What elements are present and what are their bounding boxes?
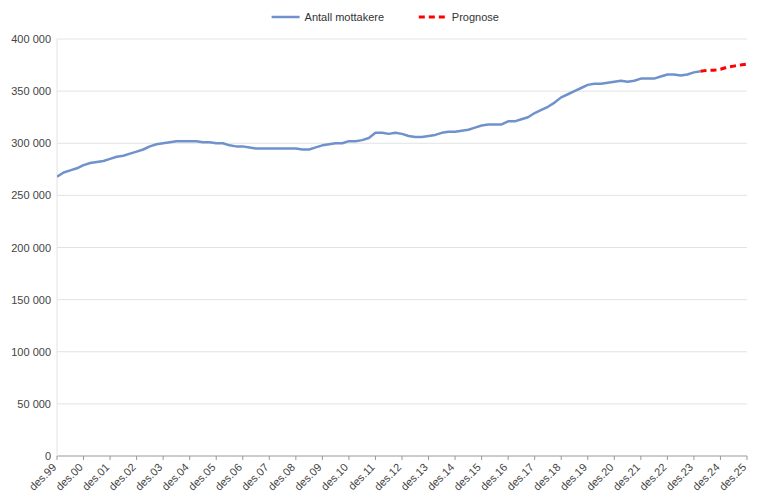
x-tick <box>667 456 668 460</box>
y-tick-label: 50 000 <box>17 398 51 410</box>
x-tick <box>561 456 562 460</box>
x-tick-label: des.21 <box>610 461 642 493</box>
x-tick-label: des.23 <box>663 461 695 493</box>
y-tick-label: 100 000 <box>11 346 51 358</box>
grid-line <box>57 39 747 40</box>
x-tick <box>269 456 270 460</box>
x-tick <box>110 456 111 460</box>
x-tick <box>508 456 509 460</box>
x-tick <box>428 456 429 460</box>
x-tick-label: des.99 <box>27 461 59 493</box>
legend: Antall mottakere Prognose <box>272 11 499 23</box>
x-tick-label: des.03 <box>133 461 165 493</box>
x-tick-label: des.15 <box>451 461 483 493</box>
x-tick-label: des.07 <box>239 461 271 493</box>
x-tick <box>136 456 137 460</box>
y-tick-label: 0 <box>45 450 51 462</box>
x-tick-label: des.20 <box>584 461 616 493</box>
y-axis-line <box>57 39 58 456</box>
x-tick-label: des.08 <box>265 461 297 493</box>
x-tick <box>242 456 243 460</box>
series-line <box>701 64 747 71</box>
x-tick-label: des.14 <box>425 461 457 493</box>
x-tick-label: des.11 <box>346 461 377 492</box>
x-tick <box>348 456 349 460</box>
grid-line <box>57 247 747 248</box>
x-tick-label: des.10 <box>318 461 350 493</box>
x-tick <box>375 456 376 460</box>
x-tick <box>534 456 535 460</box>
y-tick-label: 300 000 <box>11 137 51 149</box>
x-tick <box>163 456 164 460</box>
grid-line <box>57 195 747 196</box>
x-tick <box>640 456 641 460</box>
x-tick-label: des.00 <box>53 461 85 493</box>
legend-swatch <box>419 16 447 19</box>
x-tick <box>57 456 58 460</box>
y-tick-label: 150 000 <box>11 294 51 306</box>
x-tick <box>693 456 694 460</box>
x-tick <box>720 456 721 460</box>
x-tick <box>402 456 403 460</box>
x-tick-label: des.05 <box>186 461 218 493</box>
grid-line <box>57 351 747 352</box>
grid-line <box>57 91 747 92</box>
x-tick <box>747 456 748 460</box>
chart: 0 50 000 100 000 150 000 200 000 250 000 300 0… <box>0 0 768 502</box>
x-tick-label: des.02 <box>106 461 138 493</box>
x-tick <box>481 456 482 460</box>
x-tick-label: des.16 <box>478 461 510 493</box>
x-tick-label: des.22 <box>637 461 669 493</box>
grid-line <box>57 299 747 300</box>
x-tick <box>614 456 615 460</box>
y-tick-label: 250 000 <box>11 189 51 201</box>
x-tick-label: des.01 <box>80 461 112 493</box>
x-tick-label: des.19 <box>557 461 589 493</box>
x-tick <box>83 456 84 460</box>
x-tick-label: des.17 <box>504 461 536 493</box>
x-tick-label: des.09 <box>292 461 324 493</box>
x-tick-label: des.12 <box>372 461 404 493</box>
x-tick <box>216 456 217 460</box>
x-tick <box>587 456 588 460</box>
x-tick <box>295 456 296 460</box>
series-line <box>57 71 701 176</box>
x-tick-label: des.18 <box>531 461 563 493</box>
grid-line <box>57 403 747 404</box>
y-tick-label: 400 000 <box>11 33 51 45</box>
plot-area <box>57 64 747 177</box>
legend-label: Prognose <box>452 11 499 23</box>
x-tick-label: des.13 <box>398 461 430 493</box>
legend-label: Antall mottakere <box>305 11 384 23</box>
y-tick-label: 200 000 <box>11 242 51 254</box>
x-tick-label: des.06 <box>212 461 244 493</box>
x-tick-label: des.24 <box>690 461 722 493</box>
x-tick <box>189 456 190 460</box>
legend-swatch <box>272 16 300 19</box>
x-tick-label: des.04 <box>159 461 191 493</box>
x-tick <box>455 456 456 460</box>
x-tick-label: des.25 <box>717 461 749 493</box>
y-tick-label: 350 000 <box>11 85 51 97</box>
x-tick <box>322 456 323 460</box>
